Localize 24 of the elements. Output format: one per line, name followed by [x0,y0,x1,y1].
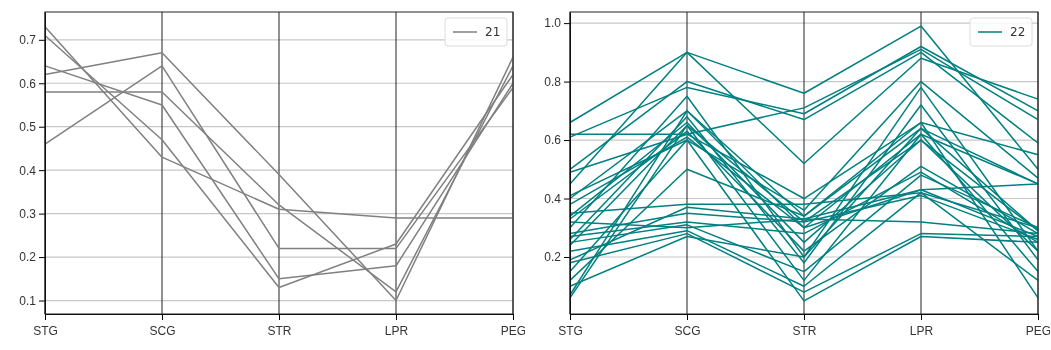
y-tick-label: 0.6 [19,76,37,91]
y-tick-label: 0.7 [19,33,37,48]
x-tick-label: STR [792,324,817,338]
y-tick-label: 0.8 [544,74,562,89]
x-tick-label: STG [33,324,58,338]
x-tick-label: LPR [384,324,409,338]
x-tick-label: LPR [909,324,934,338]
legend-label: 22 [1010,25,1026,39]
x-tick-label: STR [267,324,292,338]
y-tick-label: 0.2 [19,250,37,265]
y-tick-label: 0.1 [19,293,37,308]
y-tick-label: 0.3 [19,206,37,221]
y-tick-label: 0.4 [19,163,37,178]
legend-label: 21 [485,25,501,39]
y-tick-label: 1.0 [544,16,562,31]
x-tick-label: PEG [1025,324,1051,338]
y-tick-label: 0.5 [19,120,37,135]
x-tick-label: SCG [674,324,701,338]
x-tick-label: STG [558,324,583,338]
x-tick-label: SCG [149,324,176,338]
y-tick-label: 0.4 [544,191,562,206]
y-tick-label: 0.2 [544,250,562,265]
x-tick-label: PEG [500,324,527,338]
y-tick-label: 0.6 [544,133,562,148]
